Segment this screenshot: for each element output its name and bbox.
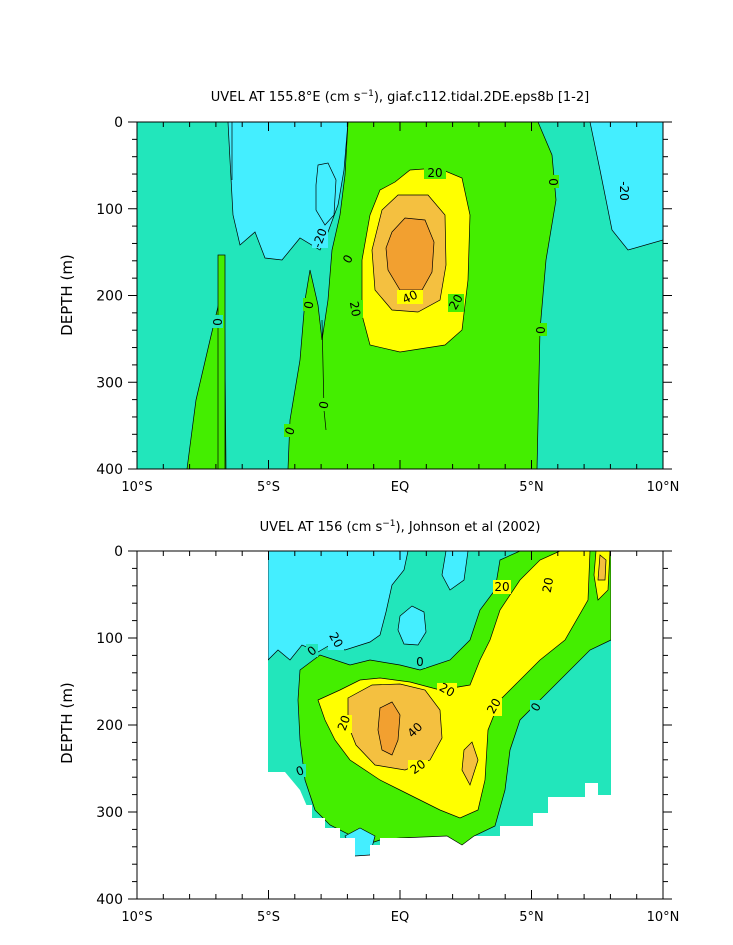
top-contour-label: 0 bbox=[301, 300, 316, 310]
bottom-contour-labels: 20 20 20 0 0 20 20 20 40 20 0 0 bbox=[294, 574, 556, 779]
top-contour-label: 0 bbox=[546, 178, 560, 186]
top-band-core bbox=[385, 217, 435, 291]
top-band-neg20-lens bbox=[315, 162, 337, 226]
bottom-x-tick-label: 5°N bbox=[519, 910, 544, 925]
top-y-tick-label: 400 bbox=[96, 462, 123, 478]
bottom-band-neg20-west bbox=[267, 551, 409, 661]
bottom-band-neg20-blob bbox=[397, 605, 427, 646]
bottom-contour-label: 20 bbox=[437, 680, 457, 700]
top-ylabel: DEPTH (m) bbox=[58, 254, 76, 336]
bottom-contour-field bbox=[267, 551, 612, 857]
top-y-tick-label: 300 bbox=[96, 375, 123, 391]
top-contour-label: 0 bbox=[210, 318, 224, 326]
bottom-band-spot bbox=[461, 741, 479, 786]
bottom-contour-label: 20 bbox=[540, 576, 556, 593]
bottom-x-tick-label: 10°S bbox=[121, 910, 152, 925]
top-contour-labels: 20 0 -20 -20 0 20 40 20 0 0 0 0 0 bbox=[210, 166, 631, 437]
bottom-data-mask bbox=[137, 551, 663, 899]
bottom-contour-label: 20 bbox=[484, 696, 504, 716]
top-y-tick-label: 200 bbox=[96, 289, 123, 305]
bottom-ylabel: DEPTH (m) bbox=[58, 682, 76, 764]
top-x-tick-label: 10°N bbox=[647, 480, 680, 495]
top-contour-field bbox=[137, 122, 663, 469]
bottom-x-tick-label: 10°N bbox=[647, 910, 680, 925]
top-x-tick-label: 10°S bbox=[121, 480, 152, 495]
top-contour-label: 20 bbox=[446, 292, 466, 312]
top-contour-label: 20 bbox=[427, 166, 442, 180]
bottom-y-tick-label: 400 bbox=[96, 892, 123, 908]
bottom-y-tick-label: 100 bbox=[96, 631, 123, 647]
bottom-y-tick-label: 300 bbox=[96, 805, 123, 821]
bottom-band-neg20-east bbox=[441, 551, 469, 591]
top-y-tick-label: 100 bbox=[96, 202, 123, 218]
bottom-title: UVEL AT 156 (cm s−1), Johnson et al (200… bbox=[260, 519, 541, 535]
bottom-band-core bbox=[377, 701, 401, 756]
bottom-contour-label: 0 bbox=[294, 763, 306, 779]
top-y-tick-label: 0 bbox=[114, 115, 123, 131]
top-contour-label: 0 bbox=[534, 326, 548, 334]
bottom-x-tick-label: 5°S bbox=[257, 910, 280, 925]
top-contour-label: 0 bbox=[282, 425, 298, 437]
top-x-ticks: 10°S 5°S EQ 5°N 10°N bbox=[121, 122, 679, 495]
top-band-pos0-bar bbox=[217, 254, 226, 469]
bottom-contour-label: 0 bbox=[416, 655, 424, 669]
bottom-contour-label: 20 bbox=[494, 580, 509, 594]
top-contour-label: 40 bbox=[400, 287, 420, 306]
top-contour-label: 20 bbox=[347, 300, 363, 317]
top-contour-label: -20 bbox=[617, 181, 631, 201]
bottom-panel: UVEL AT 156 (cm s−1), Johnson et al (200… bbox=[58, 519, 679, 925]
top-x-tick-label: 5°S bbox=[257, 480, 280, 495]
bottom-band-spot bbox=[597, 554, 607, 581]
top-panel: UVEL AT 155.8°E (cm s−1), giaf.c112.tida… bbox=[58, 89, 679, 495]
bottom-y-tick-label: 0 bbox=[114, 544, 123, 560]
top-x-tick-label: 5°N bbox=[519, 480, 544, 495]
bottom-y-tick-label: 200 bbox=[96, 718, 123, 734]
bottom-x-ticks: 10°S 5°S EQ 5°N 10°N bbox=[121, 551, 679, 925]
top-title: UVEL AT 155.8°E (cm s−1), giaf.c112.tida… bbox=[211, 89, 589, 105]
top-band-neg20-west bbox=[227, 122, 349, 261]
top-contour-label: 0 bbox=[316, 400, 331, 410]
bottom-x-tick-label: EQ bbox=[391, 910, 409, 925]
bottom-contour-label: 20 bbox=[326, 630, 346, 650]
top-x-tick-label: EQ bbox=[391, 480, 409, 495]
bottom-contour-label: 20 bbox=[335, 713, 353, 732]
top-contour-label: -20 bbox=[310, 226, 330, 249]
